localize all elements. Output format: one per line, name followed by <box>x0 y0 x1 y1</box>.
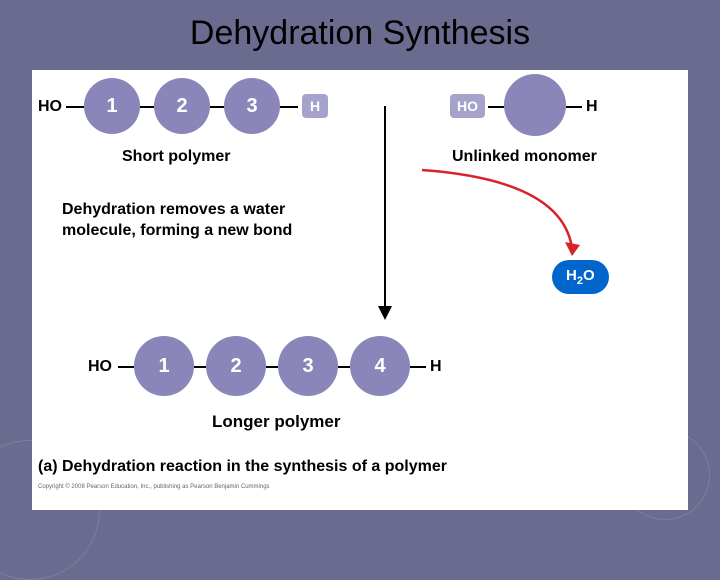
bond-line <box>266 366 278 368</box>
monomer-bot-3: 3 <box>278 336 338 396</box>
bond-line <box>210 106 224 108</box>
explanation-text: Dehydration removes a water molecule, fo… <box>62 200 292 242</box>
h-label-top: H <box>302 94 328 118</box>
copyright-text: Copyright © 2008 Pearson Education, Inc.… <box>38 484 270 490</box>
explanation-line2: molecule, forming a new bond <box>62 222 292 239</box>
red-arrow-icon <box>412 160 592 270</box>
bond-line <box>488 106 504 108</box>
h-label-bottom: H <box>430 358 442 376</box>
slide-title: Dehydration Synthesis <box>0 0 720 53</box>
panel-a-caption: (a) Dehydration reaction in the synthesi… <box>38 458 447 476</box>
monomer-bot-1: 1 <box>134 336 194 396</box>
ho-label-top-left: HO <box>38 98 62 116</box>
bond-line <box>194 366 206 368</box>
explanation-line1: Dehydration removes a water <box>62 201 285 218</box>
down-arrow <box>384 106 386 306</box>
short-polymer-caption: Short polymer <box>122 148 230 166</box>
bond-line <box>66 106 84 108</box>
bond-line <box>140 106 154 108</box>
monomer-bot-4: 4 <box>350 336 410 396</box>
ho-label-mono: HO <box>450 94 485 118</box>
monomer-unlinked <box>504 74 566 136</box>
monomer-bot-2: 2 <box>206 336 266 396</box>
longer-polymer-caption: Longer polymer <box>212 412 340 432</box>
bond-line <box>280 106 298 108</box>
diagram-panel: HO 1 2 3 H Short polymer HO H Unlinked m… <box>32 70 688 510</box>
monomer-top-2: 2 <box>154 78 210 134</box>
bond-line <box>338 366 350 368</box>
ho-label-bottom: HO <box>88 358 112 376</box>
bond-line <box>410 366 426 368</box>
h-label-mono: H <box>586 98 598 116</box>
monomer-top-1: 1 <box>84 78 140 134</box>
bond-line <box>566 106 582 108</box>
down-arrow-head <box>378 306 392 320</box>
monomer-top-3: 3 <box>224 78 280 134</box>
bond-line <box>118 366 134 368</box>
h2o-label: H2O <box>552 260 609 294</box>
